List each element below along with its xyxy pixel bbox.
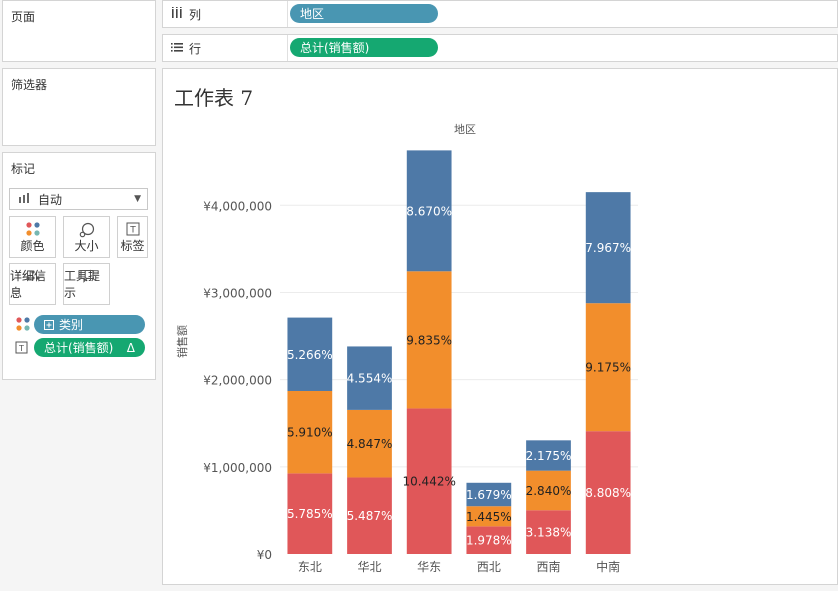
tooltip-button-label: 工具提示	[64, 269, 101, 300]
rows-icon	[171, 41, 183, 55]
data-label: 2.840%	[526, 484, 572, 498]
sales-total-pill[interactable]: 总计(销售额)	[290, 38, 438, 57]
data-label: 4.554%	[347, 372, 393, 386]
x-tick-label: 华东	[417, 560, 441, 574]
y-tick-label: ¥4,000,000	[203, 199, 272, 213]
rows-shelf-label: 行	[189, 41, 202, 56]
data-label: 8.808%	[585, 486, 631, 500]
bar-segment	[406, 408, 452, 554]
stacked-bar-chart: ¥0 ¥1,000,000 ¥2,000,000 ¥3,000,000 ¥4,000,0…	[175, 123, 638, 574]
columns-icon	[171, 7, 183, 21]
columns-shelf-label: 列	[189, 7, 202, 22]
data-label: 8.670%	[406, 204, 452, 218]
region-pill[interactable]: 地区	[290, 4, 438, 23]
color-dots-icon	[15, 317, 31, 334]
data-label: 9.835%	[406, 333, 452, 347]
sales-total-pill-label: 总计(销售额)	[300, 41, 370, 55]
data-label: 7.967%	[585, 241, 631, 255]
label-button-label: 标签	[120, 239, 145, 253]
bar-segment	[287, 390, 333, 474]
bar-segment	[347, 409, 392, 478]
text-label-icon: T	[15, 341, 29, 358]
tooltip-button[interactable]: 工具提示	[63, 263, 110, 305]
size-button-label: 大小	[74, 239, 99, 253]
y-tick-label: ¥2,000,000	[203, 374, 272, 388]
sales-pill-label: 总计(销售额)	[44, 341, 114, 355]
bar-segment	[526, 470, 571, 511]
data-label: 10.442%	[402, 475, 455, 489]
pages-card: 页面	[2, 0, 156, 62]
data-label: 3.138%	[526, 526, 572, 540]
y-axis-title: 销售额	[175, 325, 189, 358]
category-color-pill[interactable]: 类别	[34, 315, 145, 334]
bar-segment	[585, 192, 631, 304]
sales-label-pill[interactable]: 总计(销售额) Δ	[34, 338, 145, 357]
color-dots-icon	[10, 222, 55, 236]
color-button-label: 颜色	[20, 239, 45, 253]
tooltip-icon	[64, 269, 109, 283]
category-pill-label: 类别	[59, 318, 84, 332]
data-label: 9.175%	[585, 361, 631, 375]
filters-title: 筛选器	[11, 78, 48, 92]
text-label-icon: T	[118, 222, 147, 236]
color-button[interactable]: 颜色	[9, 216, 56, 258]
bar-segment	[287, 317, 333, 391]
x-tick-label: 中南	[596, 559, 620, 574]
data-label: 5.910%	[287, 426, 333, 440]
region-pill-label: 地区	[300, 7, 325, 21]
data-label: 4.847%	[347, 437, 393, 451]
y-tick-label: ¥0	[257, 548, 272, 562]
data-label: 1.445%	[466, 510, 512, 524]
bar-segment	[585, 431, 631, 554]
expand-plus-icon	[44, 319, 54, 330]
pages-title: 页面	[11, 10, 36, 24]
bar-segment	[347, 477, 392, 554]
marks-title: 标记	[11, 162, 36, 176]
chevron-down-icon: ▼	[134, 194, 141, 204]
svg-text:T: T	[129, 226, 136, 236]
data-label: 5.785%	[287, 507, 333, 521]
x-tick-label: 西南	[536, 559, 560, 574]
x-axis-title: 地区	[454, 123, 476, 136]
bar-segment	[406, 150, 452, 272]
x-tick-label: 东北	[298, 560, 322, 574]
bar-segment	[347, 346, 392, 410]
data-label: 5.487%	[347, 509, 393, 523]
rows-shelf[interactable]: 行 总计(销售额)	[162, 34, 838, 62]
bar-segment	[466, 526, 512, 554]
bar-chart-icon	[18, 192, 32, 206]
label-button[interactable]: T 标签	[117, 216, 148, 258]
detail-dots-icon	[10, 269, 55, 281]
sheet-title: 工作表 7	[174, 86, 254, 110]
data-label: 2.175%	[526, 449, 572, 463]
bar-segment	[526, 510, 571, 554]
x-tick-label: 华北	[357, 560, 381, 574]
y-tick-label: ¥1,000,000	[203, 461, 272, 475]
bar-segment	[585, 303, 631, 432]
data-label: 5.266%	[287, 348, 333, 362]
size-button[interactable]: 大小	[63, 216, 110, 258]
data-label: 1.978%	[466, 534, 512, 548]
bar-segment	[466, 506, 512, 527]
mark-type-dropdown[interactable]: 自动 ▼	[9, 188, 148, 210]
data-label: 1.679%	[466, 488, 512, 502]
svg-text:T: T	[18, 344, 24, 353]
bar-segment	[466, 482, 512, 507]
size-icon	[64, 222, 109, 238]
filters-card[interactable]: 筛选器	[2, 68, 156, 146]
bar-segment	[287, 473, 333, 554]
bar-segment	[526, 440, 571, 471]
mark-type-label: 自动	[38, 192, 63, 207]
bar-segment	[406, 271, 452, 409]
columns-shelf[interactable]: 列 地区	[162, 0, 838, 28]
detail-button[interactable]: 详细信息	[9, 263, 56, 305]
delta-icon: Δ	[126, 340, 135, 355]
y-tick-label: ¥3,000,000	[203, 286, 272, 300]
x-tick-label: 西北	[477, 560, 501, 574]
